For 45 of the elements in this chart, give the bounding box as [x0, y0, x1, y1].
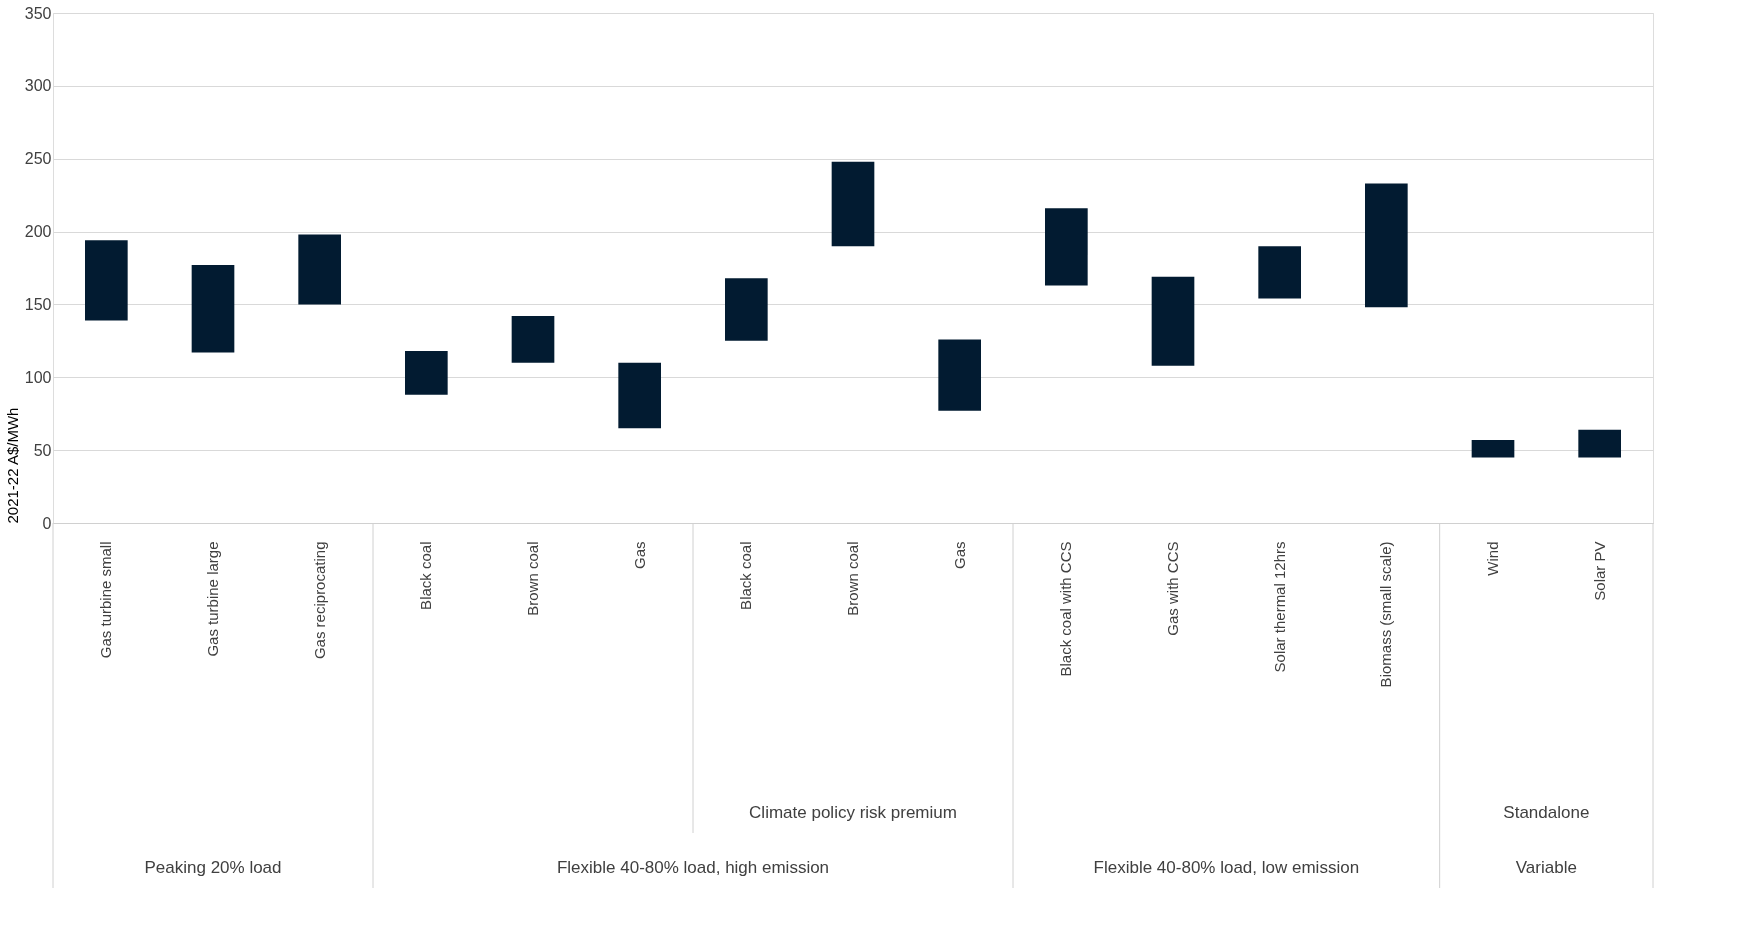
text: Standalone — [1503, 803, 1590, 822]
x-tick-label: Brown coal — [844, 541, 861, 616]
y-tick-label: 100 — [24, 368, 52, 386]
text: Climate policy risk premium — [749, 803, 957, 822]
x-tick-label: Gas — [950, 541, 968, 570]
bar — [405, 351, 448, 395]
x-tick-label: Black coal — [417, 541, 435, 610]
text: Peaking 20% load — [144, 858, 282, 877]
x-tick-label: Gas turbine large — [204, 541, 221, 657]
bar — [511, 316, 555, 363]
bar — [298, 234, 341, 305]
bar — [725, 278, 768, 341]
x-tick-label: Gas with CCS — [1164, 541, 1181, 636]
x-tick-label: Gas reciprocating — [310, 541, 328, 660]
y-tick-label: 350 — [24, 4, 52, 22]
bar — [1258, 246, 1301, 299]
y-tick-label: 0 — [42, 514, 52, 532]
y-axis-title: 2021-22 A$/MWh — [3, 407, 21, 524]
bar — [831, 161, 875, 247]
x-tick-label: Brown coal — [524, 541, 541, 616]
x-tick-label: Black coal — [737, 541, 755, 610]
text: Flexible 40-80% load, high emission — [556, 858, 830, 877]
y-tick-label: 50 — [33, 441, 52, 459]
bar — [1471, 439, 1515, 458]
x-tick-label: Black coal with CCS — [1057, 541, 1075, 677]
y-tick-label: 150 — [24, 295, 52, 313]
bar — [1045, 208, 1088, 286]
bar — [1151, 276, 1195, 366]
y-tick-label: 200 — [24, 223, 52, 241]
bar — [1578, 429, 1621, 458]
x-tick-label: Gas turbine small — [97, 541, 115, 659]
text: Flexible 40-80% load, low emission — [1093, 858, 1360, 877]
x-tick-label: Gas — [630, 541, 648, 570]
bar — [85, 240, 128, 321]
bar — [938, 339, 981, 411]
x-tick-label: Wind — [1484, 541, 1501, 576]
x-tick-label: Solar thermal 12hrs — [1270, 541, 1288, 673]
bar — [618, 362, 661, 429]
bar — [191, 265, 235, 353]
y-tick-label: 300 — [24, 77, 52, 95]
y-tick-label: 250 — [24, 150, 52, 168]
x-tick-label: Biomass (small scale) — [1377, 541, 1395, 688]
bar — [1365, 183, 1408, 308]
text: Variable — [1515, 858, 1577, 877]
x-tick-label: Solar PV — [1590, 541, 1608, 601]
